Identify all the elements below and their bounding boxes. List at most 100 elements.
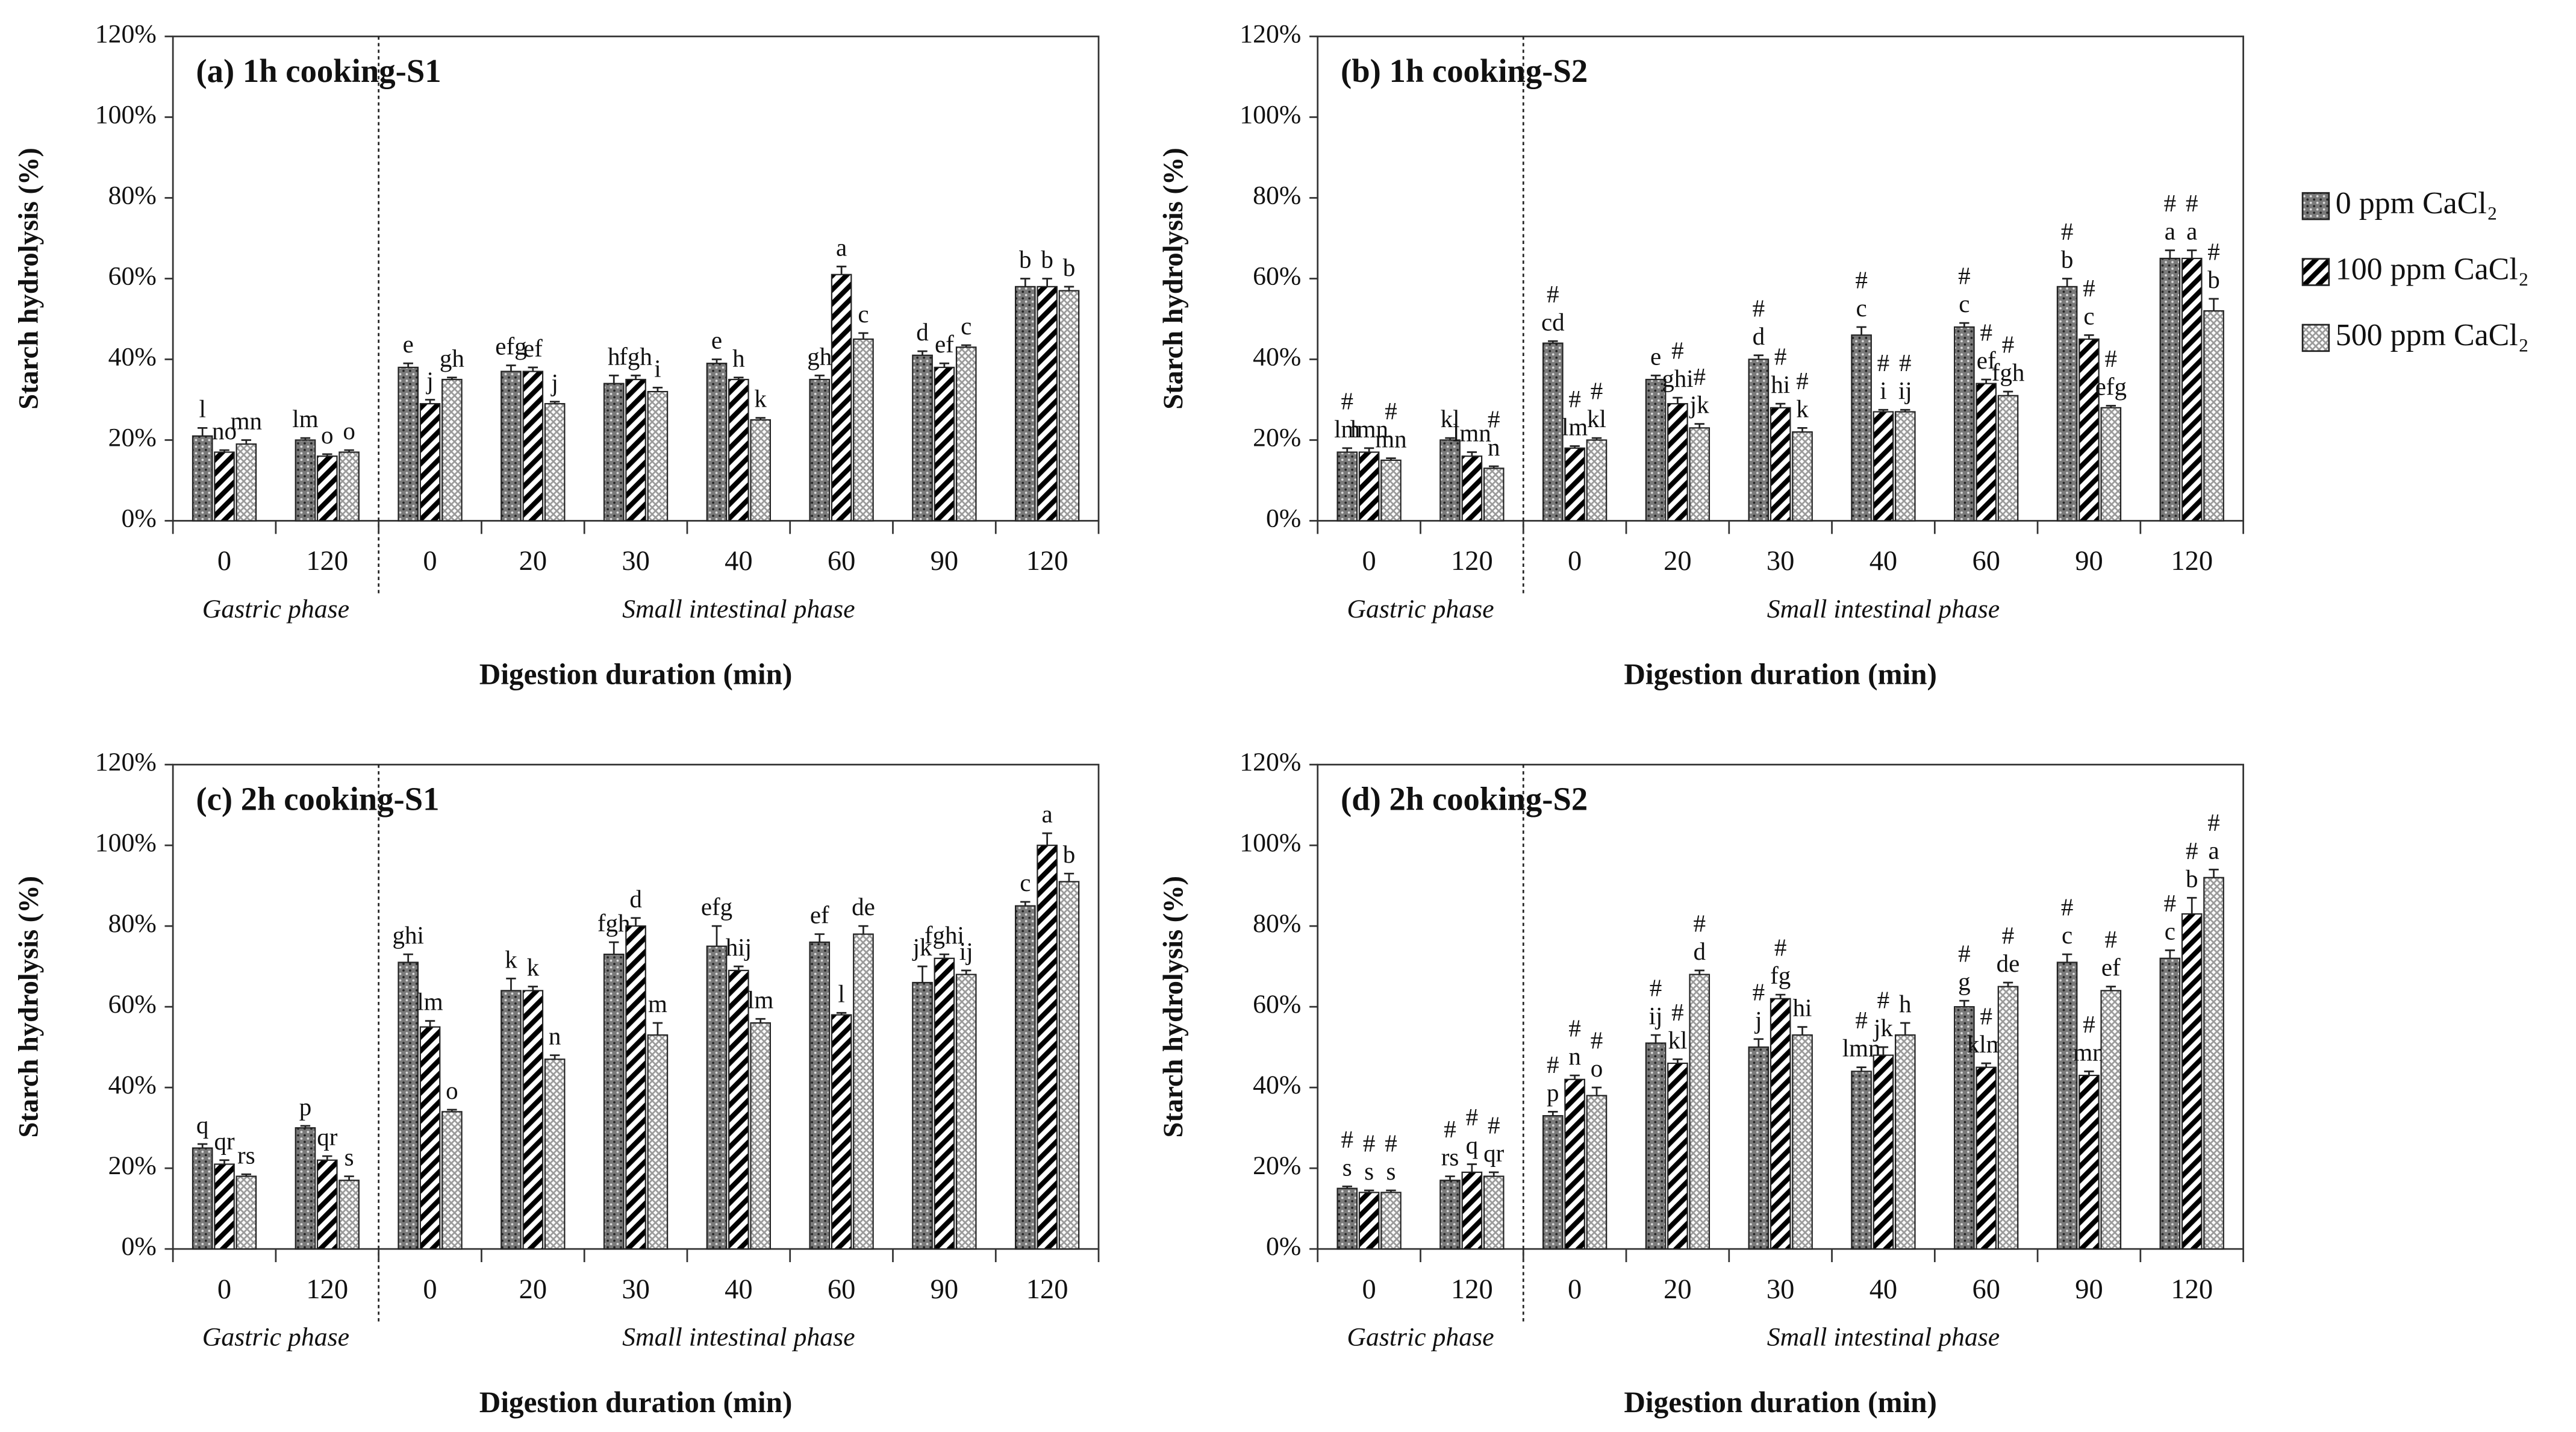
bar [1894, 1034, 1916, 1250]
significance-mark: # [1671, 998, 1684, 1026]
error-bar [2003, 981, 2013, 987]
error-bar [1900, 1022, 1910, 1036]
x-tick-label: 120 [306, 546, 348, 577]
x-tick-label: 0 [423, 1274, 437, 1305]
bar [1461, 455, 1483, 522]
significance-letter: i [1880, 377, 1886, 404]
legend-label: 500 ppm CaCl₂ [2336, 318, 2529, 352]
significance-mark: # [1547, 280, 1559, 308]
error-bar [1591, 1086, 1602, 1096]
error-bar [219, 1159, 229, 1165]
significance-letter: k [754, 385, 767, 413]
significance-letter: de [1997, 949, 2020, 977]
bar [955, 346, 977, 522]
error-bar [1489, 1171, 1499, 1177]
significance-letter: q [1466, 1131, 1479, 1159]
error-bar [1650, 1034, 1661, 1043]
y-tick-label: 40% [1253, 1071, 1301, 1099]
significance-letter: l [838, 980, 844, 1007]
bar [1586, 1095, 1608, 1250]
significance-letter: a [1042, 800, 1053, 828]
y-axis-title: Starch hydrolysis (%) [14, 148, 45, 410]
x-tick-label: 90 [2075, 546, 2103, 577]
significance-letter: lmn [1453, 419, 1491, 447]
bar [419, 403, 441, 522]
error-bar [1064, 286, 1074, 291]
y-tick-label: 60% [1253, 990, 1301, 1019]
bar [831, 274, 852, 522]
bar [501, 990, 522, 1250]
error-bar [300, 1125, 311, 1128]
y-tick-label: 100% [1240, 100, 1301, 129]
y-tick-label: 40% [108, 1071, 157, 1099]
significance-mark: # [2061, 217, 2074, 245]
significance-letter: d [1753, 322, 1765, 350]
bar [1358, 451, 1380, 522]
y-tick-label: 60% [1253, 261, 1301, 290]
significance-letter: o [446, 1077, 458, 1104]
error-bar [2062, 953, 2072, 963]
error-bar [1364, 447, 1374, 452]
error-bar [652, 386, 663, 392]
significance-mark: # [1591, 1027, 1603, 1054]
significance-letter: o [321, 421, 334, 449]
x-tick-label: 120 [1451, 1274, 1493, 1305]
error-bar [1386, 457, 1396, 460]
bar [522, 371, 544, 522]
significance-mark: # [1980, 1002, 1992, 1030]
bar [338, 451, 360, 522]
error-bar [631, 917, 641, 927]
error-bar [939, 362, 950, 367]
error-bar [506, 977, 516, 991]
y-tick-label: 80% [1253, 181, 1301, 210]
significance-letter: s [1386, 1157, 1396, 1185]
error-bar [1570, 445, 1580, 448]
significance-letter: a [836, 233, 847, 261]
significance-letter: ghi [1662, 364, 1693, 392]
error-bar [528, 986, 538, 991]
error-bar [549, 1054, 560, 1060]
bar [1954, 326, 1975, 522]
error-bar [1467, 1163, 1477, 1172]
significance-letter: qr [1483, 1139, 1505, 1167]
significance-mark: # [2164, 889, 2176, 917]
error-bar [1797, 1026, 1807, 1036]
bar [192, 435, 213, 522]
x-tick-label: 120 [1451, 546, 1493, 577]
significance-letter: ij [1649, 1002, 1663, 1030]
error-bar [917, 965, 928, 983]
error-bar [755, 1018, 766, 1023]
y-tick-label: 40% [108, 342, 157, 371]
significance-mark: # [2002, 331, 2014, 358]
significance-letter: e [1650, 342, 1661, 370]
bar [1792, 431, 1813, 522]
significance-letter: qr [317, 1123, 338, 1151]
bar [192, 1147, 213, 1250]
x-tick-label: 20 [1664, 1274, 1691, 1305]
significance-mark: # [1341, 387, 1354, 414]
bar [1997, 395, 2019, 522]
significance-mark: # [1363, 1130, 1376, 1157]
error-bar [241, 1173, 252, 1177]
y-tick-label: 20% [1253, 1151, 1301, 1180]
y-tick-label: 120% [1240, 20, 1301, 49]
bar [2056, 961, 2078, 1250]
significance-mark: # [1671, 337, 1684, 364]
error-bar [1959, 322, 1969, 327]
significance-mark: # [1877, 349, 1890, 377]
significance-letter: lm [417, 988, 443, 1016]
significance-letter: efg [495, 333, 526, 360]
phase-label: Small intestinal phase [1767, 1323, 2000, 1352]
bar [419, 1026, 441, 1250]
phase-label: Small intestinal phase [622, 1323, 855, 1352]
error-bar [961, 969, 971, 975]
significance-letter: p [1547, 1078, 1559, 1106]
significance-mark: # [1753, 294, 1765, 322]
significance-mark: # [2164, 189, 2176, 217]
y-tick-label: 120% [95, 748, 157, 777]
error-bar [1878, 408, 1889, 412]
error-bar [1878, 1046, 1889, 1055]
bar [750, 419, 771, 522]
x-tick-label: 30 [1767, 546, 1794, 577]
x-tick-label: 120 [1026, 546, 1068, 577]
